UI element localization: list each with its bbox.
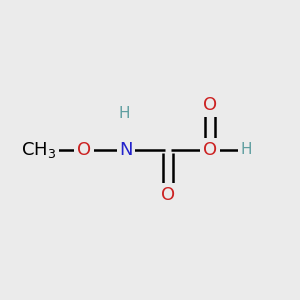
Text: O: O — [161, 186, 175, 204]
Text: O: O — [203, 96, 217, 114]
Text: O: O — [203, 141, 217, 159]
Text: H: H — [119, 106, 130, 122]
Text: CH$_3$: CH$_3$ — [21, 140, 57, 160]
Text: O: O — [77, 141, 91, 159]
Text: H: H — [240, 142, 252, 158]
Text: N: N — [119, 141, 133, 159]
